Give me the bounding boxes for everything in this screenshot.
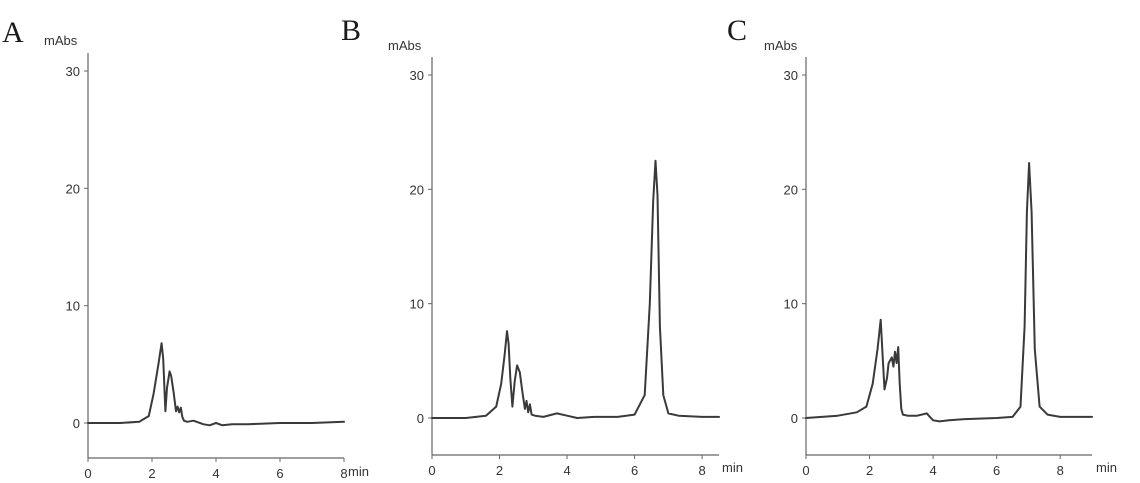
panel-b-y-tick-label: 20 bbox=[410, 182, 424, 197]
panel-b-x-tick-label: 8 bbox=[699, 463, 706, 478]
panel-c-y-tick-label: 0 bbox=[791, 411, 798, 426]
panel-a-x-tick-label: 2 bbox=[148, 466, 155, 481]
panel-a-x-tick-label: 8 bbox=[340, 466, 347, 481]
panel-a-y-tick-label: 0 bbox=[73, 416, 80, 431]
panel-a-y-tick-label: 20 bbox=[66, 181, 80, 196]
panel-b-x-axis-label: min bbox=[722, 460, 743, 475]
panel-b-y-tick-label: 30 bbox=[410, 68, 424, 83]
panel-c-x-tick-label: 2 bbox=[866, 463, 873, 478]
panel-c-y-tick-label: 20 bbox=[784, 182, 798, 197]
panel-a-y-axis-label: mAbs bbox=[44, 33, 78, 48]
panel-c-x-tick-label: 6 bbox=[993, 463, 1000, 478]
panel-c-trace bbox=[805, 162, 1093, 423]
panel-a-trace bbox=[87, 342, 345, 427]
panel-b-x-tick-label: 6 bbox=[631, 463, 638, 478]
panel-c-x-tick-label: 8 bbox=[1057, 463, 1064, 478]
panel-a-letter: A bbox=[2, 16, 24, 49]
panel-b-x-tick-label: 0 bbox=[428, 463, 435, 478]
panel-a-y-tick-label: 30 bbox=[66, 64, 80, 79]
panel-c-x-axis-label: min bbox=[1096, 460, 1117, 475]
panel-b-y-axis-label: mAbs bbox=[388, 38, 422, 53]
panel-a-x-tick-label: 0 bbox=[84, 466, 91, 481]
panel-b-y-tick-label: 0 bbox=[417, 411, 424, 426]
panel-a-x-tick-label: 6 bbox=[276, 466, 283, 481]
panel-a-x-axis-label: min bbox=[348, 464, 369, 479]
panel-b-trace bbox=[431, 159, 720, 419]
panel-c-y-axis-label: mAbs bbox=[764, 38, 798, 53]
panel-c-letter: C bbox=[727, 14, 747, 47]
panel-b-x-tick-label: 2 bbox=[496, 463, 503, 478]
panel-a-y-tick-label: 10 bbox=[66, 299, 80, 314]
panel-a-x-tick-label: 4 bbox=[212, 466, 219, 481]
panel-c-x-tick-label: 4 bbox=[929, 463, 936, 478]
panel-b-x-tick-label: 4 bbox=[563, 463, 570, 478]
panel-c-y-tick-label: 10 bbox=[784, 297, 798, 312]
panel-c-y-tick-label: 30 bbox=[784, 68, 798, 83]
panel-b-y-tick-label: 10 bbox=[410, 297, 424, 312]
panel-c-x-tick-label: 0 bbox=[802, 463, 809, 478]
panel-b-letter: B bbox=[341, 14, 361, 47]
